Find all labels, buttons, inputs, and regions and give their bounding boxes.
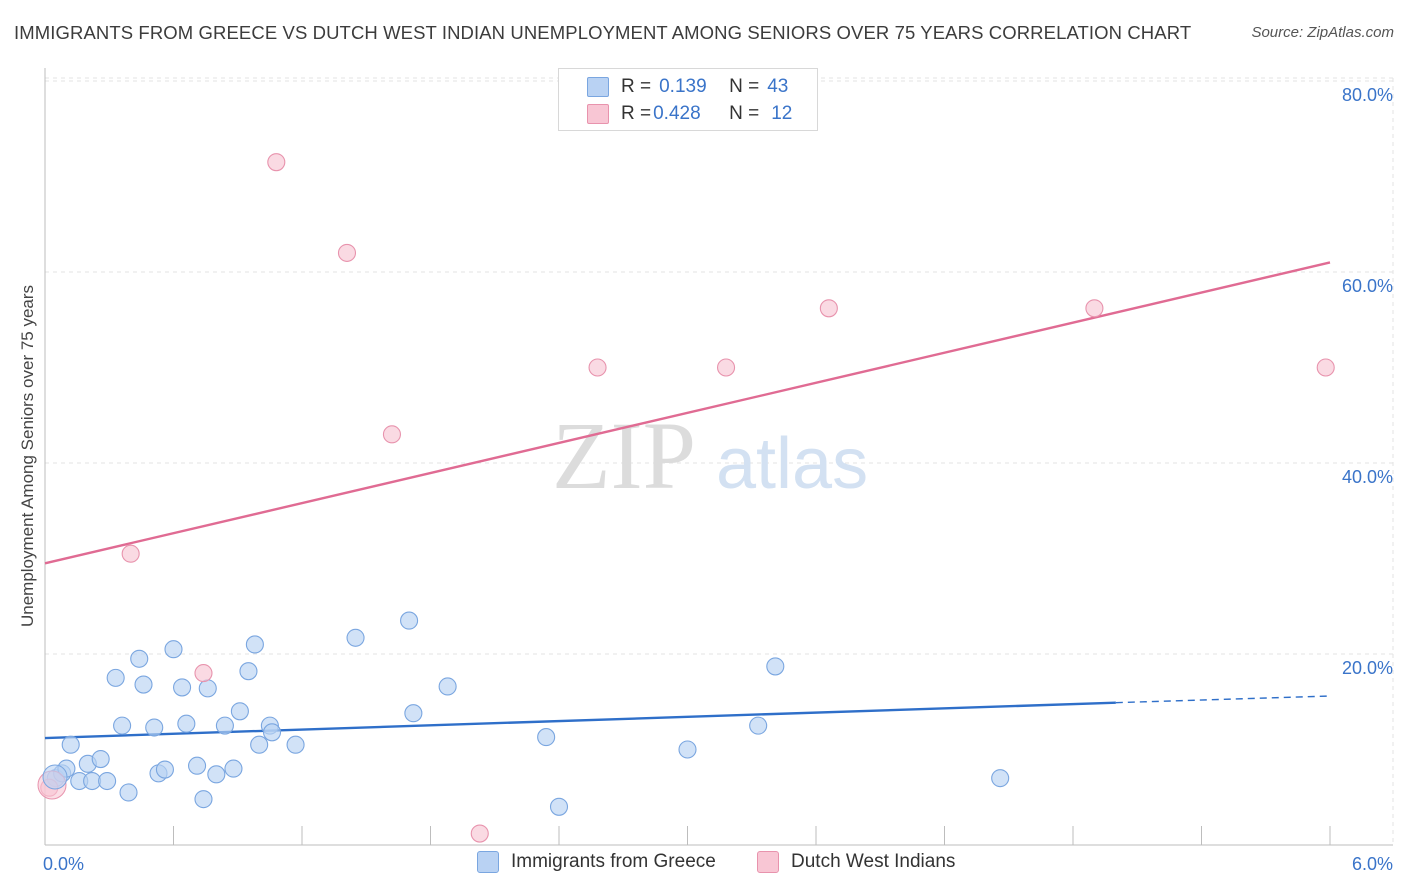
source-label: Source: ZipAtlas.com xyxy=(1251,24,1394,41)
legend-n-value: 43 xyxy=(767,76,789,97)
legend-r-value: 0.428 xyxy=(653,103,701,124)
pink-data-point xyxy=(382,425,402,444)
pink-data-point xyxy=(1085,299,1104,318)
blue-data-point xyxy=(537,728,556,747)
blue-data-point xyxy=(194,790,213,809)
legend-row-dutch-west-indians: R = 0.428 N = 12 xyxy=(587,101,792,127)
blue-data-point xyxy=(991,769,1010,788)
pink-data-point xyxy=(470,824,489,843)
legend-swatch-greece xyxy=(587,77,609,97)
y-tick-label: 60.0% xyxy=(1342,276,1393,296)
blue-trend-line-dashed xyxy=(1115,695,1331,704)
blue-data-point xyxy=(164,640,183,659)
blue-data-point xyxy=(245,635,264,654)
legend-r-value: 0.139 xyxy=(659,76,707,97)
blue-data-point xyxy=(198,679,217,698)
blue-data-point xyxy=(145,718,164,737)
pink-data-point xyxy=(267,153,286,172)
pink-data-point xyxy=(121,544,140,563)
points-layer xyxy=(37,153,1335,843)
blue-data-point xyxy=(91,749,110,769)
legend-n-label: N = xyxy=(729,76,760,97)
bottom-legend-dutch-west-indians: Dutch West Indians xyxy=(757,851,955,873)
blue-data-point xyxy=(346,628,365,647)
blue-data-point xyxy=(61,735,80,754)
pink-data-point xyxy=(337,243,357,262)
pink-trend-line xyxy=(44,261,1331,565)
legend-n-value: 12 xyxy=(771,103,793,124)
y-tick-label: 40.0% xyxy=(1342,467,1393,487)
pink-data-point xyxy=(588,358,607,377)
blue-data-point xyxy=(207,765,226,784)
legend-r-label: R = xyxy=(621,76,652,97)
blue-data-point xyxy=(119,783,138,802)
pink-data-point xyxy=(194,664,213,683)
blue-data-point xyxy=(250,735,269,754)
blue-trend-line xyxy=(44,701,1116,740)
legend-n-label: N = xyxy=(729,103,760,124)
bottom-legend-swatch-greece xyxy=(477,851,499,873)
watermark-zip: ZIP xyxy=(552,402,696,509)
x-tick-label: 6.0% xyxy=(1352,854,1393,874)
blue-data-point xyxy=(113,716,132,735)
pink-data-point xyxy=(819,299,838,318)
bottom-legend-greece: Immigrants from Greece xyxy=(477,851,716,873)
pink-data-point xyxy=(716,358,736,377)
y-tick-label: 20.0% xyxy=(1342,658,1393,678)
blue-data-point xyxy=(438,677,457,696)
blue-data-point xyxy=(400,611,419,630)
blue-data-point xyxy=(98,771,117,791)
legend-swatch-dutch-west-indians xyxy=(587,104,609,124)
chart-title: IMMIGRANTS FROM GREECE VS DUTCH WEST IND… xyxy=(14,22,1192,43)
blue-data-point xyxy=(106,668,125,687)
axis-layer xyxy=(44,68,1393,846)
blue-data-point xyxy=(215,716,234,735)
blue-data-point xyxy=(173,678,192,697)
blue-data-point xyxy=(130,649,149,668)
pink-data-point xyxy=(1316,358,1335,377)
x-tick-label: 0.0% xyxy=(43,854,84,874)
labels-layer: 20.0% 40.0% 60.0% 80.0% 0.0% 6.0% xyxy=(43,85,1393,874)
blue-data-point-cluster xyxy=(42,764,68,790)
blue-data-point xyxy=(230,702,249,721)
legend-r-label: R = xyxy=(621,103,652,124)
blue-data-point xyxy=(188,756,207,775)
blue-data-point xyxy=(155,760,174,779)
bottom-legend-swatch-dutch-west-indians xyxy=(757,851,779,873)
legend-row-greece: R = 0.139 N = 43 xyxy=(587,74,788,100)
watermark: ZIP atlas xyxy=(552,402,868,509)
blue-data-point xyxy=(134,675,153,694)
correlation-legend: R = 0.139 N = 43 R = 0.428 N = 12 xyxy=(558,68,818,131)
blue-data-point xyxy=(286,735,305,754)
blue-data-point xyxy=(262,723,282,742)
blue-data-point xyxy=(766,657,785,676)
bottom-legend-label-greece: Immigrants from Greece xyxy=(511,851,716,872)
blue-data-point xyxy=(678,740,697,759)
bottom-legend-label-dutch-west-indians: Dutch West Indians xyxy=(791,851,956,872)
blue-data-point xyxy=(239,662,258,681)
blue-data-point xyxy=(549,797,569,816)
watermark-atlas: atlas xyxy=(716,424,868,504)
blue-data-point xyxy=(177,714,196,733)
y-axis-title: Unemployment Among Seniors over 75 years xyxy=(18,284,37,628)
blue-data-point xyxy=(224,759,243,778)
y-tick-label: 80.0% xyxy=(1342,85,1393,105)
blue-data-point xyxy=(749,716,768,735)
blue-data-point xyxy=(404,704,423,723)
